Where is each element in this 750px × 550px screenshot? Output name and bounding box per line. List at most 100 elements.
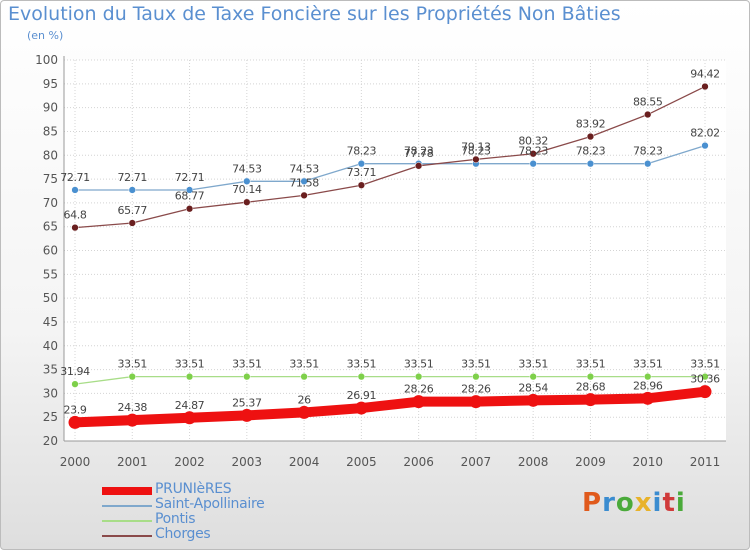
data-label: 72.71 [118,171,148,184]
data-point [472,155,480,164]
series-line-0 [70,386,710,428]
legend-label: PRUNIèRES [155,481,232,497]
data-point [68,415,82,429]
data-label: 33.51 [633,358,663,371]
x-tick-label: 2011 [690,455,721,469]
data-point [583,393,597,407]
data-point [71,223,79,232]
x-tick-label: 2010 [632,455,663,469]
data-point [183,411,197,425]
legend-label: Chorges [155,526,211,542]
x-tick-label: 2001 [117,455,148,469]
data-label: 33.51 [118,358,148,371]
data-point [128,186,136,194]
x-tick-label: 2009 [575,455,606,469]
data-label: 28.26 [404,383,434,396]
data-point [698,385,712,399]
y-tick-label: 95 [43,77,58,91]
data-label: 33.51 [347,358,377,371]
legend-item: PRUNIèRES [102,481,342,499]
data-label: 33.51 [690,358,720,371]
data-label: 64.8 [64,209,87,222]
y-tick-label: 55 [43,267,58,281]
data-label: 78.23 [576,145,606,158]
data-point [529,160,537,168]
data-label: 72.71 [60,171,90,184]
data-point [529,150,537,158]
x-tick-label: 2004 [289,455,320,469]
data-point [243,373,251,381]
x-tick-label: 2000 [60,455,91,469]
y-tick-label: 40 [43,339,58,353]
data-label: 77.78 [404,147,434,160]
data-point [185,186,194,194]
data-label: 33.51 [576,358,606,371]
legend-label: Pontis [155,511,196,527]
y-tick-label: 25 [43,410,58,424]
data-point [71,186,79,194]
data-label: 80.32 [518,135,548,148]
data-label: 83.92 [576,118,606,131]
data-label: 82.02 [690,127,720,140]
data-point [300,373,308,381]
data-point [701,141,709,150]
data-label: 78.23 [518,145,548,158]
series-line-3 [74,85,706,229]
data-point [300,191,308,200]
data-label: 33.51 [461,358,491,371]
y-tick-label: 45 [43,315,58,329]
legend-label: Saint-Apollinaire [155,496,265,512]
data-point [701,373,709,381]
data-point [357,160,366,168]
data-point [243,177,251,185]
data-label: 78.23 [404,145,434,158]
y-tick-label: 85 [43,124,58,138]
data-label: 65.77 [118,204,148,217]
data-label: 71.58 [289,176,319,189]
data-label: 31.94 [60,365,90,378]
legend-swatch [102,520,152,522]
unit-label: (en %) [27,29,64,42]
y-tick-label: 20 [43,434,58,448]
y-tick-label: 50 [43,291,58,305]
x-tick-label: 2006 [403,455,434,469]
data-point [128,373,136,381]
series-line-2 [74,376,706,385]
data-point [641,391,655,405]
series-line-1 [74,144,706,191]
data-label: 94.42 [690,68,720,81]
data-point [586,160,595,168]
x-tick-label: 2005 [346,455,377,469]
legend-item: Saint-Apollinaire [102,496,342,514]
proxiti-logo: Proxiti [582,488,686,518]
legend-swatch [102,505,152,507]
y-tick-label: 65 [43,220,58,234]
data-point [414,162,423,170]
data-label: 26 [297,393,311,406]
data-label: 78.23 [347,145,377,158]
y-tick-label: 90 [43,101,58,115]
legend-swatch [102,487,152,495]
data-point [128,219,136,227]
data-label: 68.77 [175,190,205,203]
x-tick-label: 2007 [461,455,492,469]
data-label: 33.51 [175,358,205,371]
data-point [586,132,595,141]
data-point [529,373,537,381]
legend-item: Chorges [102,526,342,544]
data-point [644,160,652,168]
data-point [472,373,480,381]
data-point [644,373,652,381]
data-label: 78.23 [633,145,663,158]
data-point [414,373,423,381]
data-point [240,408,254,422]
y-tick-label: 70 [43,196,58,210]
data-label: 74.53 [289,162,319,175]
x-tick-label: 2003 [232,455,263,469]
data-point [300,177,308,185]
data-point [297,405,311,419]
data-label: 25.37 [232,396,262,409]
data-label: 28.96 [633,379,663,392]
data-label: 74.53 [232,162,262,175]
